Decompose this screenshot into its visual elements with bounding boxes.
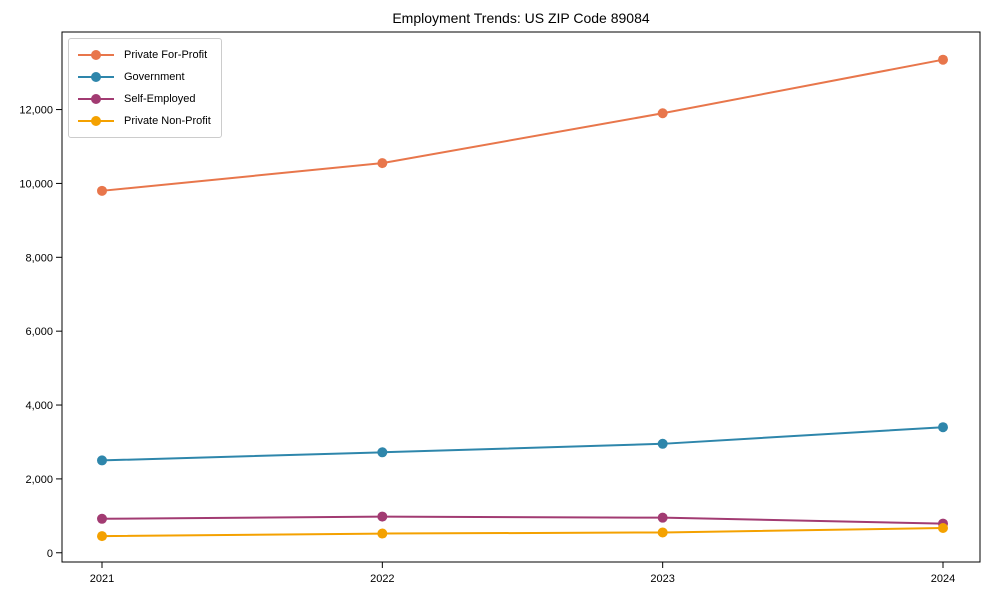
- marker-private-non-profit: [938, 523, 948, 534]
- legend-marker-icon: [78, 94, 114, 104]
- marker-government: [657, 438, 668, 449]
- marker-private-for-profit: [657, 108, 668, 119]
- y-tick-label: 0: [47, 548, 53, 560]
- legend-item-label: Self-Employed: [124, 93, 196, 105]
- x-tick-label: 2021: [90, 573, 114, 585]
- x-tick-label: 2022: [370, 573, 394, 585]
- marker-private-non-profit: [97, 531, 107, 542]
- marker-self-employed: [377, 511, 388, 522]
- legend-item-label: Private Non-Profit: [124, 115, 211, 127]
- line-private-for-profit: [101, 58, 944, 192]
- x-tick-label: 2024: [931, 573, 955, 585]
- marker-private-for-profit: [97, 185, 107, 196]
- legend-item: Private For-Profit: [76, 44, 211, 66]
- legend-item: Private Non-Profit: [76, 110, 211, 132]
- legend-marker-icon: [78, 72, 114, 82]
- legend-item-label: Private For-Profit: [124, 49, 208, 61]
- y-tick-label: 2,000: [25, 474, 53, 486]
- marker-private-for-profit: [938, 54, 948, 65]
- x-tick-label: 2023: [650, 573, 674, 585]
- legend-item: Self-Employed: [76, 88, 211, 110]
- legend-marker-icon: [78, 50, 114, 60]
- legend-item-label: Government: [124, 71, 185, 83]
- y-tick-label: 8,000: [25, 252, 53, 264]
- legend: Private For-Profit Government Self-Emplo…: [68, 38, 222, 138]
- marker-private-for-profit: [377, 158, 388, 169]
- y-tick-label: 12,000: [19, 105, 53, 117]
- y-tick-label: 6,000: [25, 326, 53, 338]
- marker-self-employed: [97, 513, 107, 524]
- marker-self-employed: [657, 512, 668, 523]
- marker-government: [377, 447, 388, 458]
- y-tick-label: 4,000: [25, 400, 53, 412]
- marker-private-non-profit: [657, 527, 668, 538]
- legend-item: Government: [76, 66, 211, 88]
- chart-title: Employment Trends: US ZIP Code 89084: [392, 10, 650, 26]
- marker-government: [97, 455, 107, 466]
- line-government: [101, 426, 944, 462]
- marker-private-non-profit: [377, 528, 388, 539]
- y-tick-label: 10,000: [19, 178, 53, 190]
- marker-government: [938, 422, 948, 433]
- line-private-non-profit: [101, 527, 944, 538]
- legend-marker-icon: [78, 116, 114, 126]
- line-self-employed: [101, 515, 944, 525]
- axes-frame: [61, 31, 981, 563]
